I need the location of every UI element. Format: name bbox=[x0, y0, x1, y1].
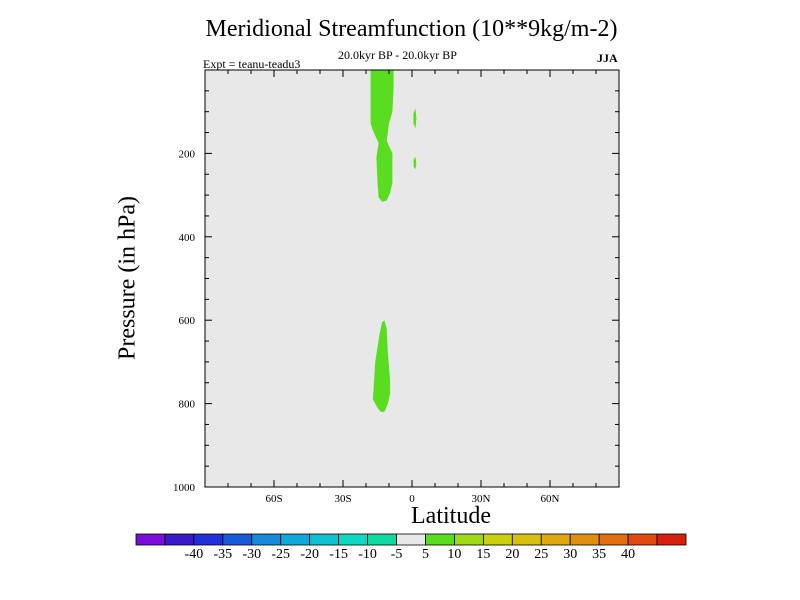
colorbar-label: 10 bbox=[447, 547, 461, 562]
colorbar-swatch bbox=[251, 533, 282, 546]
colorbar-swatch bbox=[540, 533, 571, 546]
colorbar-label: -5 bbox=[391, 547, 403, 562]
contour-region-lower-lobe bbox=[372, 320, 391, 412]
colorbar-swatch bbox=[598, 533, 629, 546]
colorbar-label: 15 bbox=[476, 547, 490, 562]
x-tick-label: 0 bbox=[409, 493, 415, 505]
colorbar-label: 25 bbox=[534, 547, 548, 562]
y-tick-label: 600 bbox=[179, 315, 196, 327]
season-label: JJA bbox=[597, 51, 618, 65]
y-tick-label: 400 bbox=[179, 232, 196, 244]
colorbar-swatch bbox=[627, 533, 658, 546]
colorbar-swatch bbox=[280, 533, 311, 546]
contour-region-sliver-lower bbox=[413, 156, 417, 170]
contour-region-sliver-upper bbox=[413, 108, 417, 129]
colorbar-swatch bbox=[425, 533, 455, 546]
colorbar-label: -20 bbox=[300, 547, 319, 562]
colorbar-label: -40 bbox=[185, 547, 204, 562]
colorbar-swatch bbox=[396, 533, 426, 546]
colorbar-label: -30 bbox=[242, 547, 261, 562]
colorbar-swatch bbox=[656, 533, 687, 546]
colorbar-swatch bbox=[569, 533, 600, 546]
colorbar-label: 35 bbox=[592, 547, 606, 562]
colorbar-swatch bbox=[511, 533, 542, 546]
x-tick-label: 30S bbox=[334, 493, 351, 505]
y-tick-label: 800 bbox=[179, 399, 196, 411]
x-tick-label: 30N bbox=[472, 493, 491, 505]
colorbar-label: -35 bbox=[214, 547, 233, 562]
colorbar-swatch bbox=[367, 533, 397, 546]
plot-area bbox=[205, 70, 619, 487]
colorbar-label: 20 bbox=[505, 547, 519, 562]
colorbar-label: 30 bbox=[563, 547, 577, 562]
colorbar-swatch bbox=[454, 533, 484, 546]
contour-region-upper-main-lobe bbox=[370, 70, 394, 202]
x-tick-label: 60N bbox=[541, 493, 560, 505]
colorbar-label: 40 bbox=[621, 547, 635, 562]
colorbar-swatch bbox=[135, 533, 166, 546]
colorbar-swatch bbox=[164, 533, 195, 546]
colorbar-label: -10 bbox=[358, 547, 377, 562]
colorbar-label: 5 bbox=[422, 547, 429, 562]
colorbar-label: -15 bbox=[329, 547, 348, 562]
axis-ticks: 60S 30S 0 30N 60N 200 400 600 800 1000 bbox=[173, 70, 619, 505]
colorbar-swatch bbox=[309, 533, 340, 546]
colorbar-label: -25 bbox=[271, 547, 290, 562]
colorbar-swatch bbox=[222, 533, 253, 546]
chart-subtitle: 20.0kyr BP - 20.0kyr BP bbox=[338, 48, 457, 62]
y-tick-label: 1000 bbox=[173, 482, 196, 494]
chart-title: Meridional Streamfunction (10**9kg/m-2) bbox=[205, 16, 618, 42]
contour-regions bbox=[370, 70, 417, 412]
colorbar: -40 -35 -30 -25 -20 -15 -10 -5 5 10 15 20 25 30 35 40 bbox=[135, 533, 687, 562]
x-tick-label: 60S bbox=[265, 493, 282, 505]
y-tick-label: 200 bbox=[179, 148, 196, 160]
colorbar-swatch bbox=[338, 533, 368, 546]
colorbar-swatch bbox=[482, 533, 513, 546]
colorbar-swatch bbox=[193, 533, 224, 546]
x-axis-title: Latitude bbox=[411, 503, 491, 529]
experiment-label: Expt = teanu-teadu3 bbox=[203, 57, 301, 71]
